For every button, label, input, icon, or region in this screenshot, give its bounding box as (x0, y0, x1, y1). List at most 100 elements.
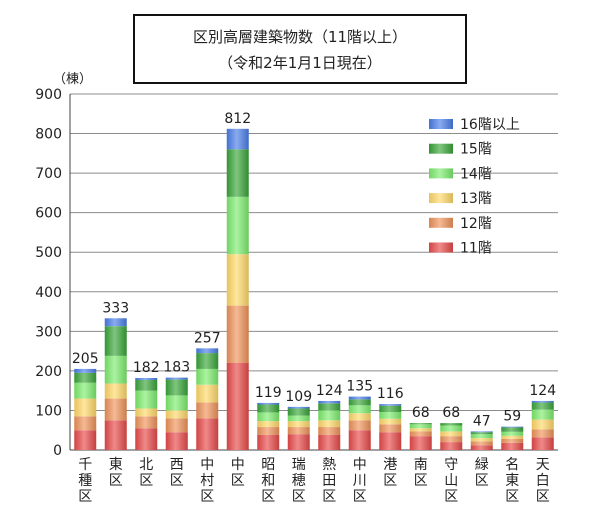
bar-total-label: 124 (529, 383, 556, 399)
chart-subtitle: （令和2年1月1日現在） (218, 54, 382, 72)
x-tick-label: 山 (444, 473, 458, 489)
bar-segment (348, 396, 371, 400)
bar-segment (287, 427, 310, 435)
bar-segment (196, 368, 219, 385)
x-tick-label: 田 (322, 473, 336, 489)
bar-segment (74, 382, 97, 399)
bar-segment (226, 254, 249, 306)
y-tick-label: 100 (35, 403, 62, 419)
y-tick-label: 600 (35, 206, 62, 222)
bar-segment (257, 402, 280, 405)
bar-segment (440, 436, 463, 443)
bar-total-label: 205 (72, 351, 99, 367)
x-tick-label: 区 (505, 489, 519, 505)
x-tick-label: 緑 (475, 457, 489, 473)
bar-segment (74, 372, 97, 383)
bar-segment (318, 400, 341, 404)
bar-segment (409, 436, 432, 450)
x-tick-label: 白 (536, 473, 550, 489)
bar-segment (531, 437, 554, 450)
legend-label: 13階 (460, 191, 492, 207)
bar-total-label: 59 (503, 409, 521, 425)
x-tick-label: 区 (414, 473, 428, 489)
bar-segment (165, 432, 188, 450)
bar-segment (318, 434, 341, 450)
bar-segment (348, 399, 371, 406)
bar-segment (135, 428, 158, 450)
y-tick-label: 400 (35, 285, 62, 301)
legend-label: 16階以上 (460, 117, 520, 133)
x-tick-label: 中 (353, 457, 367, 473)
x-tick-label: 区 (292, 489, 306, 505)
bar-segment (287, 415, 310, 422)
bar-segment (470, 441, 493, 446)
bar-segment (470, 432, 493, 435)
x-tick-label: 和 (261, 473, 275, 489)
x-tick-label: 昭 (261, 457, 275, 473)
bar-segment (165, 377, 188, 380)
bar-segment (196, 384, 219, 403)
bar-segment (470, 445, 493, 450)
bar-segment (74, 398, 97, 417)
bar-total-label: 68 (412, 405, 430, 421)
bar-segment (318, 403, 341, 411)
bar-segment (409, 428, 432, 432)
x-tick-label: 名 (505, 457, 519, 473)
bar-segment (501, 426, 524, 428)
bar-total-label: 812 (224, 111, 251, 127)
legend-swatch (429, 143, 453, 154)
x-tick-label: 村 (200, 473, 214, 489)
legend-label: 14階 (460, 166, 492, 182)
bar-segment (257, 427, 280, 435)
y-axis-unit: （棟） (53, 72, 92, 87)
x-tick-label: 穂 (292, 473, 306, 489)
bar-segment (74, 416, 97, 431)
x-tick-label: 南 (414, 457, 428, 473)
legend-swatch (429, 168, 453, 179)
bar-segment (104, 355, 127, 384)
x-tick-label: 天 (536, 457, 550, 473)
legend-label: 11階 (460, 241, 492, 257)
y-tick-label: 700 (35, 166, 62, 182)
bar-segment (440, 425, 463, 432)
bar-segment (226, 196, 249, 255)
bar-segment (74, 368, 97, 373)
bar-total-label: 124 (316, 383, 343, 399)
legend-swatch (429, 242, 453, 253)
bar-total-label: 68 (442, 405, 460, 421)
bar-segment (165, 379, 188, 396)
x-tick-label: 区 (475, 473, 489, 489)
bar-segment (257, 434, 280, 450)
x-tick-label: 区 (444, 489, 458, 505)
y-tick-label: 500 (35, 245, 62, 261)
bar-segment (226, 149, 249, 197)
bar-segment (379, 424, 402, 433)
bar-segment (318, 427, 341, 435)
y-tick-label: 300 (35, 324, 62, 340)
bar-segment (409, 431, 432, 437)
bar-segment (409, 423, 432, 425)
bar-segment (257, 412, 280, 422)
bar-total-label: 47 (473, 413, 491, 429)
bar-segment (470, 431, 493, 433)
bar-total-label: 333 (102, 300, 129, 316)
bar-segment (318, 410, 341, 421)
bar-segment (226, 305, 249, 363)
bar-segment (379, 405, 402, 413)
bar-segment (379, 432, 402, 450)
title-box: 区別高層建築物数（11階以上） （令和2年1月1日現在） (133, 14, 467, 84)
bar-segment (226, 362, 249, 450)
bar-segment (165, 418, 188, 433)
bar-segment (165, 410, 188, 419)
bar-segment (135, 378, 158, 380)
x-tick-label: 瑞 (292, 457, 306, 473)
x-tick-label: 区 (353, 489, 367, 505)
bar-segment (196, 353, 219, 369)
bar-segment (104, 318, 127, 327)
x-tick-label: 区 (200, 489, 214, 505)
bar-segment (287, 406, 310, 409)
bar-segment (196, 348, 219, 354)
x-tick-label: 区 (78, 489, 92, 505)
x-tick-label: 区 (170, 473, 184, 489)
